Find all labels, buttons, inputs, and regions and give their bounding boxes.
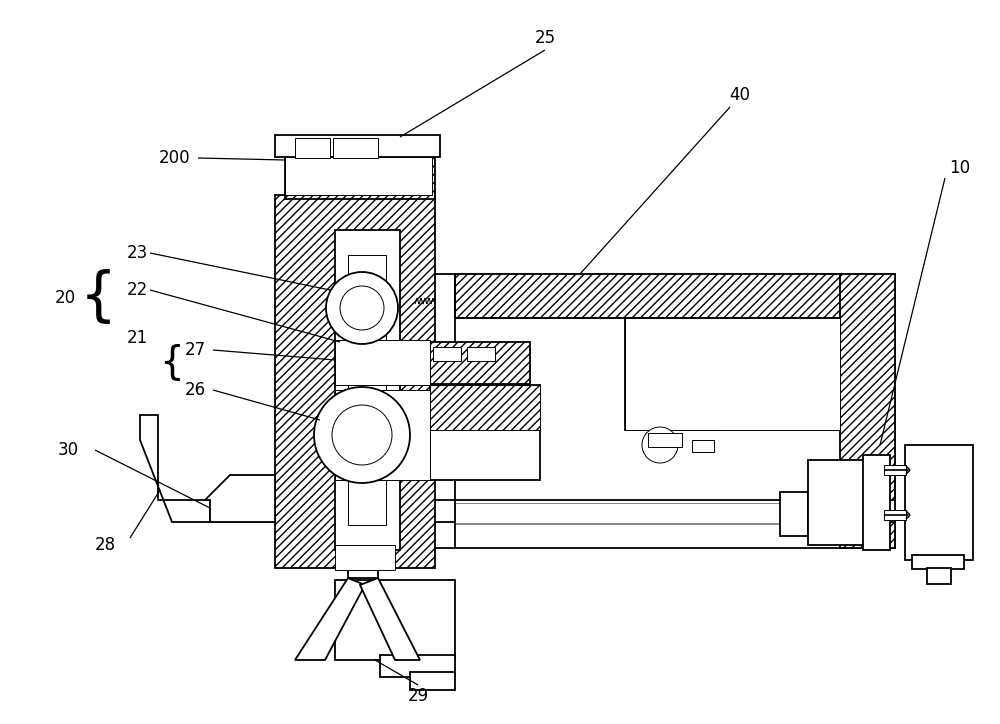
Text: 10: 10 [949, 159, 971, 177]
Bar [430, 385, 540, 480]
Bar [335, 545, 395, 570]
Bar [335, 340, 430, 385]
Bar [884, 465, 906, 475]
Circle shape [314, 387, 410, 483]
Polygon shape [295, 578, 365, 660]
Bar [648, 433, 682, 447]
Bar [808, 460, 870, 545]
Text: 23: 23 [127, 244, 148, 262]
Bar [295, 138, 330, 158]
Bar [310, 274, 895, 548]
Bar [430, 342, 530, 384]
Text: 26: 26 [185, 381, 206, 399]
Bar [348, 548, 378, 578]
Bar [884, 510, 906, 520]
Bar [275, 135, 440, 157]
Polygon shape [205, 475, 275, 522]
Bar [912, 555, 964, 569]
Bar [285, 137, 435, 199]
Circle shape [340, 286, 384, 330]
Text: 40: 40 [730, 86, 750, 104]
Bar [863, 455, 890, 550]
Bar [380, 655, 455, 677]
Bar [840, 274, 895, 548]
Text: 27: 27 [185, 341, 206, 359]
Bar [455, 503, 790, 523]
Circle shape [642, 427, 678, 463]
Bar [927, 568, 951, 584]
Bar [410, 672, 455, 690]
Bar [692, 440, 714, 452]
Bar [625, 318, 720, 430]
Text: 21: 21 [127, 329, 148, 347]
Bar [430, 385, 540, 430]
Text: 200: 200 [158, 149, 190, 167]
Bar [275, 195, 435, 568]
Text: 29: 29 [407, 687, 429, 705]
Text: 22: 22 [127, 281, 148, 299]
Bar [780, 492, 808, 536]
Text: 20: 20 [54, 289, 76, 307]
Text: 28: 28 [94, 536, 116, 554]
Circle shape [332, 405, 392, 465]
Bar [335, 580, 455, 660]
Polygon shape [140, 415, 210, 522]
Text: 25: 25 [534, 29, 556, 47]
Bar [333, 138, 378, 158]
Text: {: { [79, 269, 117, 327]
Bar [625, 318, 840, 430]
Text: {: { [160, 343, 184, 381]
Bar [905, 445, 973, 560]
Bar [210, 500, 895, 522]
Bar [455, 274, 895, 318]
Bar [335, 390, 430, 480]
Bar [467, 347, 495, 361]
Bar [348, 255, 386, 525]
Polygon shape [360, 578, 420, 660]
Bar [335, 230, 400, 550]
Bar [285, 157, 432, 195]
Bar [433, 347, 461, 361]
Text: 30: 30 [57, 441, 79, 459]
Circle shape [326, 272, 398, 344]
